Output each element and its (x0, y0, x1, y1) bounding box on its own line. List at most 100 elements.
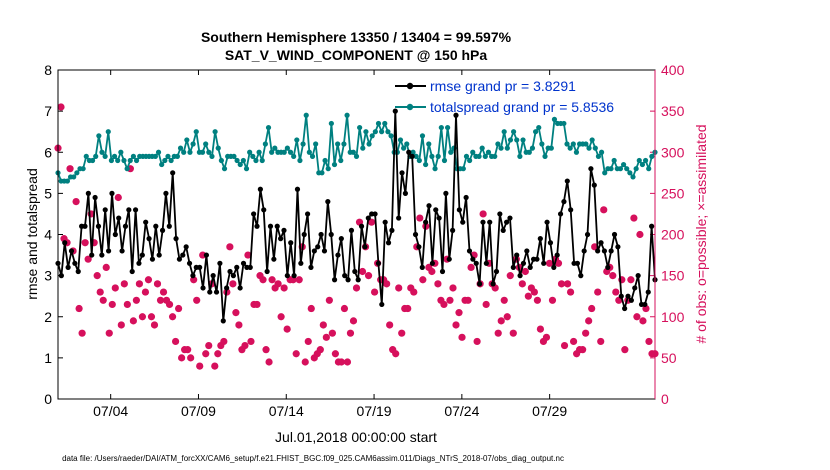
rmse-point (557, 211, 564, 217)
rmse-point (105, 248, 112, 254)
obs-point (545, 259, 554, 267)
rmse-point (534, 256, 540, 262)
obs-point (178, 354, 186, 362)
rmse-point (487, 219, 493, 225)
spread-point (379, 129, 385, 135)
obs-point (410, 288, 418, 296)
spread-point (322, 157, 328, 164)
y-right-tick-label: 50 (661, 350, 677, 366)
spread-point (206, 149, 212, 155)
legend-spread-label: totalspread grand pr = 5.8536 (430, 99, 614, 115)
x-tick-label: 07/24 (444, 403, 479, 419)
obs-point (57, 103, 65, 111)
spread-point (105, 129, 111, 135)
spread-point (589, 137, 595, 143)
obs-point (132, 296, 140, 304)
rmse-point (642, 301, 648, 308)
spread-point (297, 157, 303, 164)
spread-point (646, 166, 652, 172)
rmse-point (490, 281, 496, 287)
rmse-point (375, 260, 382, 266)
obs-point (633, 313, 641, 321)
obs-point (594, 288, 602, 296)
spread-point (432, 166, 438, 172)
rmse-point (460, 219, 466, 225)
rmse-point (237, 285, 243, 291)
obs-point (473, 337, 481, 346)
obs-point (202, 350, 210, 358)
obs-point (524, 292, 532, 300)
rmse-point (389, 227, 395, 233)
spread-point (611, 157, 617, 164)
rmse-point (311, 248, 317, 254)
spread-point (121, 157, 127, 164)
rmse-point (423, 219, 429, 225)
obs-point (500, 296, 508, 304)
rmse-point (355, 277, 361, 283)
spread-point (64, 178, 71, 184)
obs-point (503, 313, 511, 321)
rmse-point (537, 236, 543, 242)
y-left-tick-label: 5 (44, 185, 52, 201)
spread-point (649, 153, 655, 159)
spread-point (269, 149, 275, 155)
rmse-point (419, 264, 425, 270)
spread-point (231, 153, 237, 159)
y-right-tick-label: 250 (661, 185, 685, 201)
rmse-point (497, 211, 503, 217)
obs-point (455, 309, 463, 317)
spread-point (583, 141, 589, 147)
spread-point (382, 120, 388, 127)
obs-point (563, 280, 572, 288)
rmse-point (477, 281, 483, 287)
obs-point (337, 358, 346, 366)
y-axis-label-left: rmse and totalspread (24, 168, 40, 300)
x-tick-label: 07/19 (357, 403, 392, 419)
rmse-point (402, 190, 409, 196)
obs-point (521, 267, 529, 276)
obs-point (93, 272, 101, 280)
obs-point (542, 333, 551, 341)
obs-point (268, 276, 276, 284)
spread-point (448, 149, 454, 155)
rmse-point (122, 223, 129, 229)
obs-point (114, 193, 122, 202)
obs-point (220, 337, 228, 346)
rmse-point (58, 273, 64, 279)
rmse-point (304, 211, 311, 217)
rmse-point (544, 219, 550, 225)
spread-point (608, 166, 614, 172)
rmse-point (608, 248, 614, 254)
rmse-point (257, 186, 263, 192)
obs-point (153, 280, 162, 288)
spread-point (463, 153, 470, 159)
obs-point (159, 288, 168, 296)
rmse-point (217, 260, 223, 266)
obs-point (241, 341, 249, 350)
obs-point (81, 239, 89, 247)
obs-point (328, 329, 336, 337)
spread-point (410, 149, 416, 155)
obs-point (156, 296, 165, 304)
spread-point (221, 166, 228, 172)
rmse-point (443, 190, 449, 196)
obs-point (404, 304, 412, 313)
spread-point (240, 157, 246, 164)
rmse-point (564, 178, 570, 184)
obs-point (96, 288, 104, 296)
rmse-point (109, 190, 115, 196)
rmse-point (227, 268, 233, 275)
chart-subtitle: SAT_V_WIND_COMPONENT @ 150 hPa (225, 47, 488, 63)
rmse-point (321, 248, 328, 254)
rmse-point (95, 223, 102, 229)
spread-point (573, 149, 580, 155)
obs-point (636, 230, 644, 239)
spread-point (498, 145, 504, 151)
spread-point (212, 129, 218, 135)
obs-point (120, 280, 128, 288)
spread-point (636, 157, 642, 164)
x-tick-label: 07/04 (93, 403, 128, 419)
spread-point (617, 166, 624, 172)
spread-point (375, 120, 382, 127)
spread-point (551, 116, 558, 122)
